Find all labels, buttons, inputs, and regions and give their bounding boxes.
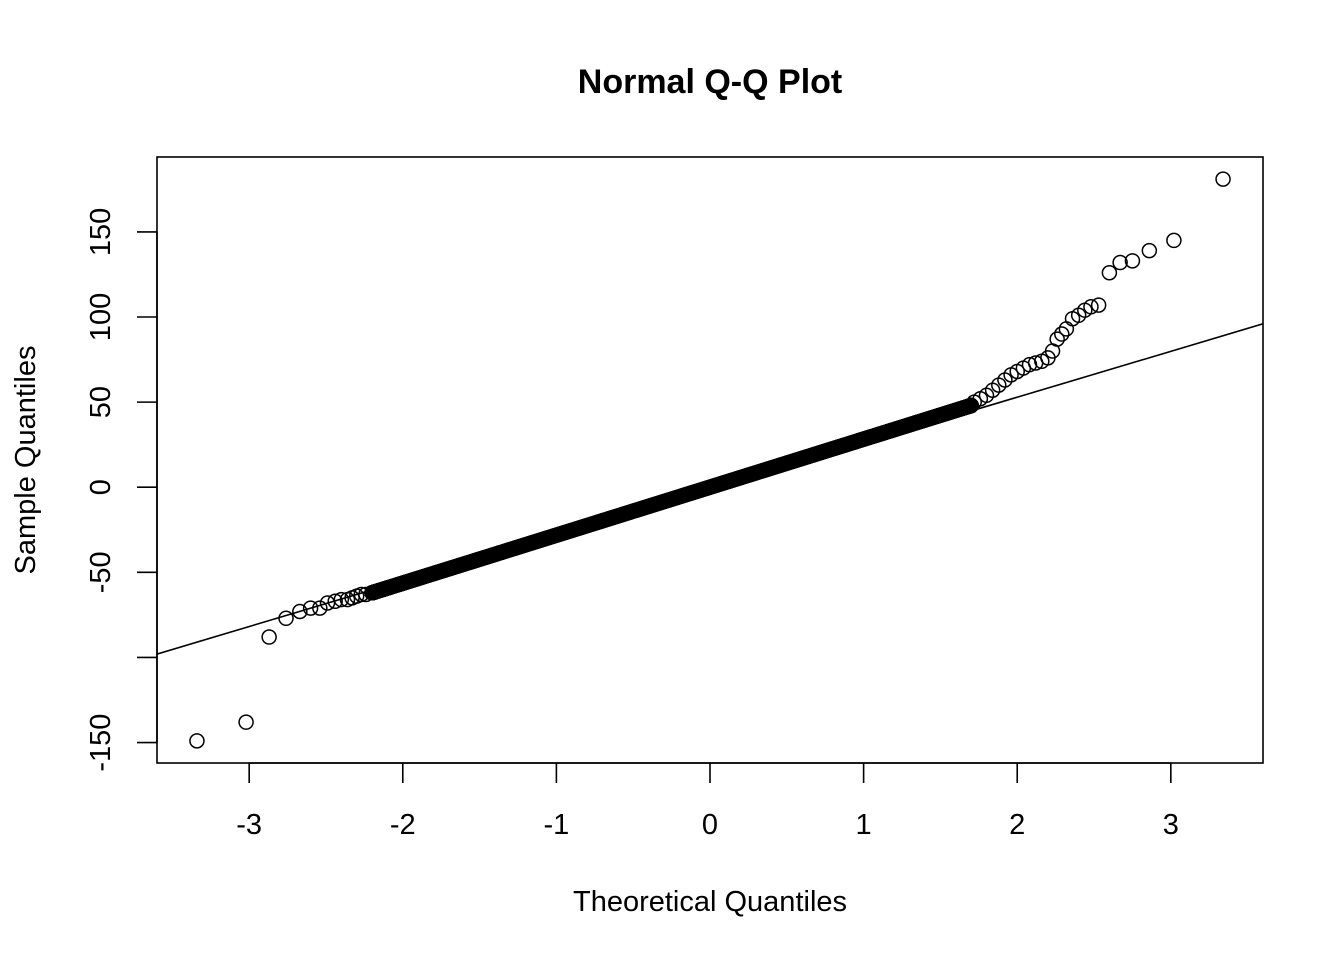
data-point bbox=[1215, 171, 1231, 187]
data-point bbox=[327, 593, 343, 610]
data-point bbox=[1083, 299, 1099, 315]
data-point bbox=[1141, 242, 1158, 259]
y-tick-label: 50 bbox=[85, 386, 117, 418]
x-tick-label: -2 bbox=[390, 809, 416, 841]
y-axis-label: Sample Quantiles bbox=[10, 346, 42, 575]
data-point bbox=[261, 629, 277, 645]
y-tick-label: 100 bbox=[85, 293, 117, 341]
x-tick-label: 0 bbox=[702, 809, 718, 841]
x-tick-label: 2 bbox=[1009, 809, 1025, 841]
data-point bbox=[292, 603, 308, 620]
y-axis: -150 -50 0 50 100 150 bbox=[85, 208, 158, 772]
plot-area bbox=[157, 171, 1263, 749]
data-point bbox=[312, 600, 328, 616]
data-point bbox=[984, 382, 1001, 398]
data-point bbox=[997, 372, 1013, 388]
data-point bbox=[1101, 265, 1118, 281]
data-point bbox=[991, 377, 1007, 393]
data-point bbox=[1124, 253, 1141, 269]
x-axis: -3 -2 -1 0 1 2 3 bbox=[236, 762, 1179, 841]
x-axis-label: Theoretical Quantiles bbox=[573, 886, 847, 918]
y-tick-label: -150 bbox=[85, 714, 117, 772]
data-point bbox=[963, 397, 979, 414]
x-tick-label: 3 bbox=[1163, 809, 1179, 841]
data-point bbox=[1054, 326, 1070, 342]
data-point bbox=[238, 714, 254, 730]
plot-frame bbox=[156, 156, 1264, 764]
x-tick-label: -3 bbox=[236, 809, 262, 841]
x-tick-label: 1 bbox=[856, 809, 872, 841]
data-point bbox=[1112, 254, 1128, 271]
data-point bbox=[1049, 331, 1065, 347]
y-tick-label: 0 bbox=[85, 479, 117, 495]
data-point bbox=[189, 733, 205, 749]
data-point bbox=[302, 600, 319, 616]
data-point bbox=[1090, 297, 1107, 313]
chart-title: Normal Q-Q Plot bbox=[578, 63, 842, 101]
data-point bbox=[278, 610, 294, 627]
y-tick-label: -50 bbox=[85, 551, 117, 593]
data-point bbox=[333, 591, 350, 608]
y-tick-label: 150 bbox=[85, 208, 117, 256]
data-point bbox=[1166, 232, 1182, 249]
x-tick-label: -1 bbox=[543, 809, 569, 841]
